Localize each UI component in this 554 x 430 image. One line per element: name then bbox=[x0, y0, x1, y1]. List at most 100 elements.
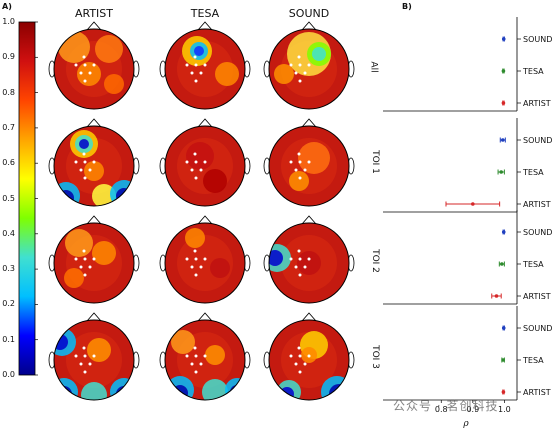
colorbar-tick-label: 0.3 bbox=[2, 264, 15, 274]
topomap-blob bbox=[104, 74, 124, 94]
electrode-marker bbox=[199, 168, 203, 172]
electrode-marker bbox=[83, 63, 87, 67]
panel-b-label: B) bbox=[402, 2, 412, 11]
electrode-marker bbox=[289, 354, 293, 358]
electrode-marker bbox=[289, 257, 293, 261]
topomap-blob bbox=[194, 46, 204, 56]
electrode-marker bbox=[83, 176, 87, 180]
colorbar-tick-label: 0.1 bbox=[2, 334, 15, 344]
head-nose bbox=[301, 312, 317, 322]
topomap-blob bbox=[64, 268, 84, 288]
electrode-marker bbox=[203, 63, 207, 67]
electrode-marker bbox=[92, 257, 96, 261]
electrode-marker bbox=[194, 273, 198, 277]
electrode-marker bbox=[88, 71, 92, 75]
electrode-marker bbox=[303, 71, 307, 75]
topomap-blob bbox=[171, 330, 195, 354]
topomap-blob bbox=[54, 334, 68, 350]
forest-category-label: SOUND bbox=[523, 136, 552, 145]
electrode-marker bbox=[199, 362, 203, 366]
electrode-marker bbox=[83, 79, 87, 83]
electrode-marker bbox=[185, 354, 189, 358]
colorbar-tick-label: 0.2 bbox=[2, 299, 15, 309]
electrode-marker bbox=[82, 55, 86, 59]
topomap-blob bbox=[79, 139, 89, 149]
electrode-marker bbox=[193, 152, 197, 156]
topomap-blob bbox=[210, 258, 230, 278]
electrode-marker bbox=[83, 160, 87, 164]
forest-x-axis-label: ρ bbox=[462, 419, 469, 429]
forest-category-label: TESA bbox=[522, 67, 544, 76]
topomap-blob bbox=[95, 35, 123, 63]
forest-category-label: ARTIST bbox=[523, 292, 551, 301]
electrode-marker bbox=[203, 257, 207, 261]
panel-a-label: A) bbox=[2, 2, 12, 11]
electrode-marker bbox=[190, 168, 194, 172]
topomap-blob bbox=[84, 161, 104, 181]
topomap-blob bbox=[87, 338, 111, 362]
topomap-toi2-sound bbox=[263, 215, 355, 304]
topomap-blob bbox=[58, 190, 74, 206]
head-outline bbox=[53, 28, 135, 110]
electrode-marker bbox=[82, 249, 86, 253]
topomap-blob bbox=[185, 228, 205, 248]
topomap-blob bbox=[65, 229, 93, 257]
electrode-marker bbox=[190, 265, 194, 269]
electrode-marker bbox=[88, 265, 92, 269]
electrode-marker bbox=[294, 265, 298, 269]
electrode-marker bbox=[193, 249, 197, 253]
topomap-toi3-sound bbox=[263, 312, 355, 401]
electrode-marker bbox=[83, 257, 87, 261]
electrode-marker bbox=[294, 362, 298, 366]
topomap-grid bbox=[18, 21, 355, 401]
electrode-marker bbox=[194, 79, 198, 83]
electrode-marker bbox=[194, 354, 198, 358]
topomap-toi2-artist bbox=[48, 215, 140, 304]
electrode-marker bbox=[79, 168, 83, 172]
topomap-blob bbox=[58, 31, 90, 63]
electrode-marker bbox=[303, 265, 307, 269]
forest-category-label: TESA bbox=[522, 260, 544, 269]
head-outline bbox=[268, 28, 350, 110]
electrode-marker bbox=[190, 362, 194, 366]
electrode-marker bbox=[298, 273, 302, 277]
electrode-marker bbox=[298, 354, 302, 358]
topomap-blob bbox=[54, 378, 78, 400]
electrode-marker bbox=[298, 160, 302, 164]
electrode-marker bbox=[194, 160, 198, 164]
head-nose bbox=[197, 312, 213, 322]
electrode-marker bbox=[297, 346, 301, 350]
electrode-marker bbox=[88, 168, 92, 172]
electrode-marker bbox=[194, 370, 198, 374]
electrode-marker bbox=[88, 362, 92, 366]
electrode-marker bbox=[79, 362, 83, 366]
col-title-sound: SOUND bbox=[288, 7, 330, 20]
colorbar-tick-label: 0.5 bbox=[2, 193, 15, 203]
forest-x-tick-label: 1.0 bbox=[498, 405, 511, 414]
forest-point-artist bbox=[494, 294, 499, 298]
colorbar bbox=[18, 21, 36, 376]
col-title-artist: ARTIST bbox=[74, 7, 114, 20]
electrode-marker bbox=[297, 55, 301, 59]
head-outline bbox=[164, 222, 246, 304]
electrode-marker bbox=[92, 63, 96, 67]
head-outline bbox=[164, 28, 246, 110]
topomap-blob bbox=[116, 386, 132, 400]
forest-category-label: SOUND bbox=[523, 324, 552, 333]
topomap-toi3-artist bbox=[48, 312, 140, 401]
forest-category-label: SOUND bbox=[523, 35, 552, 44]
forest-point-artist bbox=[501, 390, 506, 394]
electrode-marker bbox=[92, 160, 96, 164]
colorbar-tick-label: 0.6 bbox=[2, 158, 15, 168]
electrode-marker bbox=[83, 273, 87, 277]
col-title-tesa: TESA bbox=[190, 7, 220, 20]
topomap-blob bbox=[116, 188, 132, 204]
head-outline bbox=[268, 319, 350, 401]
forest-point-tesa bbox=[501, 358, 505, 362]
colorbar-tick-label: 0.0 bbox=[2, 370, 15, 379]
topomap-blob bbox=[81, 382, 107, 400]
topomap-blob bbox=[56, 386, 72, 400]
colorbar-tick-marks bbox=[35, 21, 38, 376]
electrode-marker bbox=[297, 249, 301, 253]
topomap-blob bbox=[202, 379, 228, 400]
